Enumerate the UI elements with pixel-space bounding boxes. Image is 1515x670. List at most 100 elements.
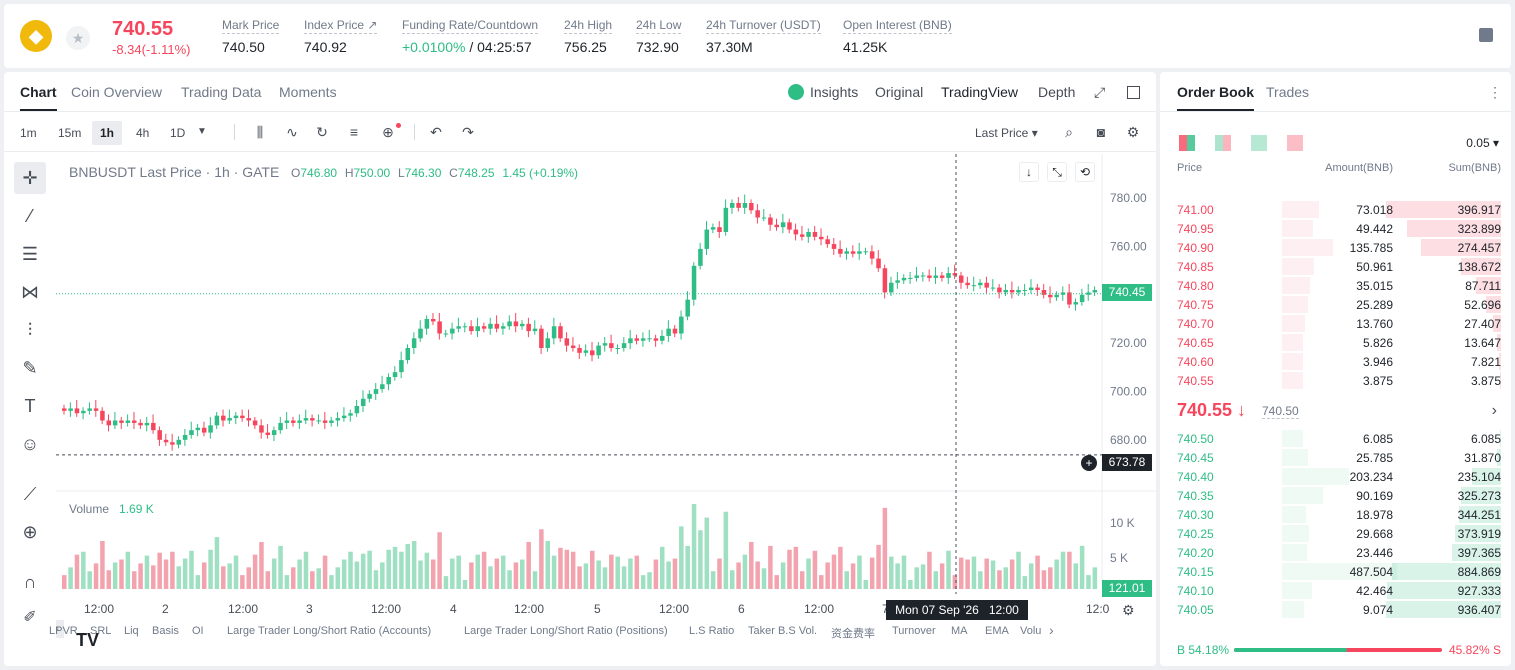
indicator-item[interactable]: Turnover [892, 625, 936, 637]
eraser-tool-icon[interactable]: ✐ [23, 609, 37, 626]
fib-tool-icon[interactable]: ☰ [21, 244, 39, 264]
orderbook-row[interactable]: 740.50 6.085 6.085 [1160, 429, 1511, 448]
orderbook-row[interactable]: 740.15 487.504 884.869 [1160, 562, 1511, 581]
projection-tool-icon[interactable]: ⫶ [27, 320, 33, 340]
orderbook-row[interactable]: 740.10 42.464 927.333 [1160, 581, 1511, 600]
window-icon[interactable] [1127, 86, 1140, 99]
indicator-item[interactable]: OI [192, 625, 204, 637]
candle [590, 350, 595, 356]
tab-moments[interactable]: Moments [279, 84, 337, 100]
camera-icon[interactable]: ◙ [1096, 124, 1106, 140]
chevron-right-icon[interactable]: › [1049, 622, 1054, 638]
indicator-item[interactable]: EMA [985, 625, 1009, 637]
orderbook-row[interactable]: 740.75 25.289 52.696 [1160, 295, 1511, 314]
indicator-item[interactable]: Taker B.S Vol. [748, 625, 818, 637]
tab-chart[interactable]: Chart [20, 84, 57, 111]
orderbook-row[interactable]: 740.05 9.074 936.407 [1160, 600, 1511, 619]
x-tick-label: 5 [594, 602, 601, 616]
template-icon[interactable]: ≡ [349, 124, 359, 140]
orderbook-row[interactable]: 740.95 49.442 323.899 [1160, 219, 1511, 238]
tab-trades[interactable]: Trades [1266, 84, 1310, 100]
tf-1d[interactable]: 1D [170, 126, 186, 140]
orderbook-row[interactable]: 740.45 25.785 31.870 [1160, 448, 1511, 467]
view-bids-icon[interactable] [1215, 135, 1231, 151]
scroll-down-icon[interactable]: ↓ [1019, 162, 1039, 182]
depth-bar-amount [1282, 544, 1308, 561]
indicator-item[interactable]: SRL [90, 625, 112, 637]
orderbook-row[interactable]: 740.60 3.946 7.821 [1160, 352, 1511, 371]
measure-tool-icon[interactable]: ⟋ [23, 484, 37, 504]
indicator-item[interactable]: Liq [124, 625, 139, 637]
tab-order-book[interactable]: Order Book [1177, 84, 1255, 111]
crosshair-tool-icon[interactable]: ✛ [14, 162, 46, 194]
magnet-tool-icon[interactable]: ∩ [23, 572, 37, 592]
tab-coin-overview[interactable]: Coin Overview [71, 84, 163, 100]
view-asks-only-icon[interactable] [1287, 135, 1303, 151]
indicator-item[interactable]: Large Trader Long/Short Ratio (Positions… [464, 625, 668, 637]
row-price: 740.35 [1177, 489, 1214, 503]
add-indicator-icon[interactable]: ⊕ [382, 124, 394, 140]
favorite-star-icon[interactable]: ★ [66, 26, 90, 50]
indicator-item[interactable]: L.S Ratio [689, 625, 735, 637]
text-tool-icon[interactable]: T [24, 396, 36, 416]
orderbook-row[interactable]: 740.40 203.234 235.104 [1160, 467, 1511, 486]
candle-type-icon[interactable]: ⫼ [256, 124, 264, 140]
settings-icon[interactable]: ⚙ [1126, 124, 1140, 140]
search-icon[interactable]: ⌕ [1065, 124, 1073, 140]
tf-1m[interactable]: 1m [20, 126, 37, 140]
tf-4h[interactable]: 4h [136, 126, 150, 140]
tf-dropdown-icon[interactable]: ▼ [197, 126, 207, 137]
zoom-tool-icon[interactable]: ⊕ [22, 522, 38, 542]
indicators-icon[interactable]: ∿ [286, 124, 298, 140]
more-icon[interactable]: ⋮ [1488, 84, 1502, 100]
view-bids-only-icon[interactable] [1251, 135, 1267, 151]
orderbook-row[interactable]: 740.20 23.446 397.365 [1160, 543, 1511, 562]
brush-tool-icon[interactable]: ✎ [22, 358, 38, 378]
refresh-icon[interactable]: ↻ [316, 124, 328, 140]
tab-depth[interactable]: Depth [1038, 84, 1076, 100]
volume-bar [208, 549, 213, 589]
tf-15m[interactable]: 15m [58, 126, 82, 140]
collapse-icon[interactable]: ⤡ [1047, 162, 1067, 182]
indicator-item[interactable]: Volu [1020, 625, 1042, 637]
book-icon[interactable] [1479, 28, 1493, 42]
price-step-select[interactable]: 0.05 ▾ [1466, 136, 1499, 150]
orderbook-row[interactable]: 740.65 5.826 13.647 [1160, 333, 1511, 352]
orderbook-row[interactable]: 740.85 50.961 138.672 [1160, 257, 1511, 276]
emoji-tool-icon[interactable]: ☺ [20, 434, 40, 454]
orderbook-row[interactable]: 740.80 35.015 87.711 [1160, 276, 1511, 295]
tab-trading-data[interactable]: Trading Data [181, 84, 262, 100]
tab-original[interactable]: Original [875, 84, 924, 100]
chart-settings-icon[interactable]: ⚙ [1122, 602, 1135, 618]
stat-index-price[interactable]: Index Price ↗ 740.92 [304, 18, 378, 55]
tab-tradingview[interactable]: TradingView [941, 84, 1019, 100]
orderbook-row[interactable]: 740.25 29.668 373.919 [1160, 524, 1511, 543]
indicator-item[interactable]: MA [951, 625, 968, 637]
tf-1h[interactable]: 1h [92, 121, 123, 145]
row-sum: 396.917 [1457, 203, 1501, 217]
orderbook-row[interactable]: 740.30 18.978 344.251 [1160, 505, 1511, 524]
orderbook-row[interactable]: 740.70 13.760 27.407 [1160, 314, 1511, 333]
undo-icon[interactable]: ↶ [430, 124, 442, 140]
pattern-tool-icon[interactable]: ⋈ [21, 282, 39, 302]
trend-line-tool-icon[interactable]: ⁄ [28, 206, 32, 226]
view-both-icon[interactable] [1179, 135, 1195, 151]
indicator-item[interactable]: 资金费率 [831, 628, 875, 640]
price-type-select[interactable]: Last Price ▾ [975, 126, 1038, 140]
orderbook-row[interactable]: 741.00 73.018 396.917 [1160, 200, 1511, 219]
indicator-item[interactable]: Large Trader Long/Short Ratio (Accounts) [227, 625, 432, 637]
collapse-sidebar-icon[interactable]: ‹ [56, 620, 64, 638]
orderbook-row[interactable]: 740.90 135.785 274.457 [1160, 238, 1511, 257]
expand-icon[interactable]: ⤢ [1094, 84, 1106, 100]
orderbook-row[interactable]: 740.55 3.875 3.875 [1160, 371, 1511, 390]
orderbook-row[interactable]: 740.35 90.169 325.273 [1160, 486, 1511, 505]
add-alert-icon[interactable]: + [1081, 455, 1097, 471]
reset-view-icon[interactable]: ⟲ [1075, 162, 1095, 182]
chevron-right-icon[interactable]: › [1491, 402, 1497, 419]
indicator-item[interactable]: Basis [152, 625, 179, 637]
tab-insights[interactable]: Insights [810, 84, 859, 100]
indicator-item[interactable]: LPVR [49, 625, 78, 637]
redo-icon[interactable]: ↷ [462, 124, 474, 140]
